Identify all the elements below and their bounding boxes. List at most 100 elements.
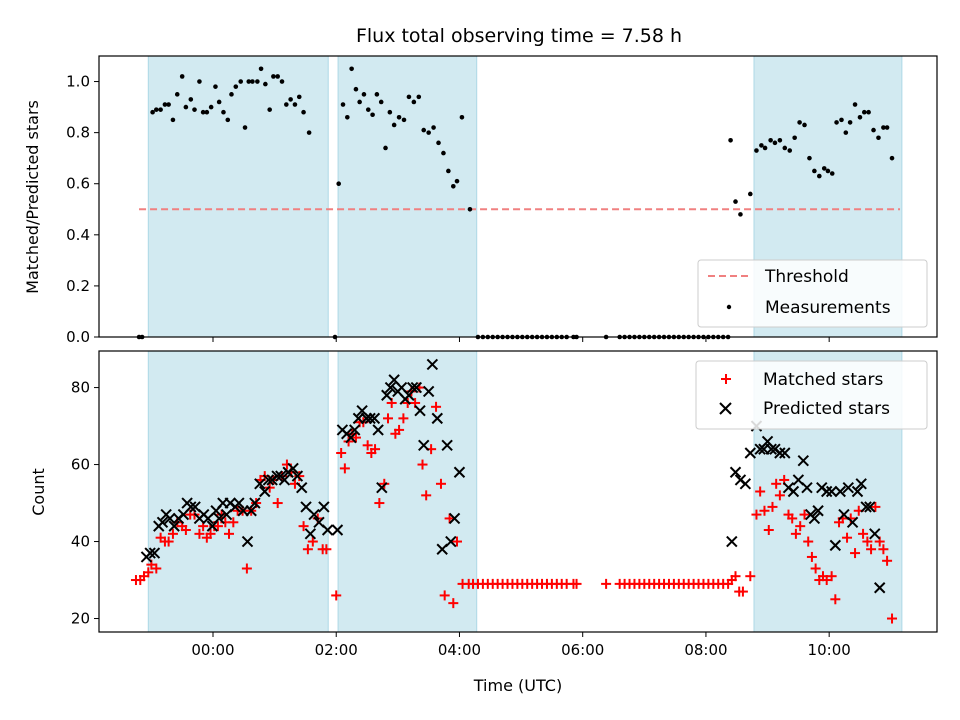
measurement-point	[229, 92, 234, 97]
matched-star-point	[370, 444, 381, 455]
predicted-star-point	[368, 412, 381, 425]
ratio-panel: 0.0 0.2 0.4 0.6 0.8 1.0 Matched/Predicted sta…	[23, 55, 938, 346]
matched-star-point	[790, 528, 801, 539]
measurement-point	[183, 104, 189, 110]
x-tick-label: 02:00	[315, 641, 358, 659]
measurement-point	[416, 94, 422, 100]
measurement-point	[179, 74, 185, 79]
matched-star-point	[307, 536, 318, 547]
matched-star-point	[321, 544, 332, 555]
measurement-point	[889, 155, 895, 161]
measurement-point	[279, 79, 285, 84]
matched-star-point	[759, 505, 770, 516]
matched-star-point	[737, 586, 748, 597]
predicted-star-point	[825, 485, 838, 498]
matched-star-point	[887, 613, 898, 624]
matched-star-point	[444, 513, 455, 524]
matched-star-point	[180, 524, 191, 535]
matched-star-point	[431, 401, 442, 412]
measurement-point	[768, 138, 773, 143]
matched-star-point	[224, 528, 235, 539]
measurement-point	[221, 109, 226, 115]
matched-star-point	[451, 536, 462, 547]
predicted-star-point	[842, 481, 854, 494]
matched-star-point	[272, 498, 283, 509]
matched-star-point	[882, 555, 893, 566]
measurement-point	[216, 99, 222, 105]
matched-star-point	[601, 578, 612, 589]
predicted-star-point	[834, 485, 846, 498]
measurement-point	[306, 130, 312, 135]
matched-star-point	[374, 498, 385, 509]
measurement-point	[821, 166, 827, 171]
measurement-point	[267, 107, 272, 112]
measurement-point	[843, 130, 849, 135]
count-points	[130, 358, 898, 624]
ratio-y-axis-label: Matched/Predicted stars	[23, 100, 42, 294]
matched-star-point	[826, 571, 837, 582]
matched-star-point	[745, 571, 756, 582]
measurement-point	[345, 115, 350, 120]
predicted-star-point	[448, 512, 461, 525]
measurement-point	[839, 117, 844, 123]
matched-star-point	[850, 548, 861, 559]
measurement-point	[881, 125, 886, 130]
predicted-star-point	[431, 412, 443, 425]
matched-star-point	[774, 490, 785, 501]
measurement-point	[242, 125, 248, 130]
measurement-point	[797, 120, 802, 125]
measurement-point	[284, 102, 289, 107]
matched-star-point	[212, 521, 223, 532]
predicted-star-point	[453, 466, 466, 478]
x-tick-label: 10:00	[808, 641, 851, 659]
plot-frame	[98, 350, 938, 633]
matched-star-point	[755, 486, 766, 497]
measurement-point	[250, 79, 255, 84]
predicted-star-point	[249, 497, 261, 509]
predicted-star-point	[829, 539, 842, 552]
predicted-star-point	[345, 431, 357, 444]
measurement-point	[777, 138, 783, 143]
measurement-point	[166, 102, 171, 107]
predicted-star-point	[376, 481, 388, 494]
matched-star-point	[350, 432, 361, 443]
x-tick-label: 04:00	[438, 641, 481, 659]
predicted-star-point	[245, 505, 257, 517]
predicted-star-point	[287, 462, 299, 475]
chart-title: Flux total observing time = 7.58 h	[356, 25, 682, 47]
y-tick-label: 0.4	[66, 226, 90, 244]
measurement-point	[213, 84, 218, 89]
measurement-point	[852, 102, 858, 107]
predicted-star-point	[445, 535, 457, 548]
predicted-star-point	[406, 381, 419, 394]
legend-matched-swatch	[721, 374, 731, 384]
matched-star-point	[417, 459, 428, 470]
measurement-point	[158, 107, 163, 112]
count-panel: 00:00 02:00 04:00 06:00 08:00 10:00 20 40 60 80 C…	[29, 350, 938, 659]
measurement-point	[441, 150, 446, 156]
predicted-star-point	[372, 424, 384, 436]
measurement-point	[431, 125, 436, 130]
measurement-point	[421, 127, 427, 133]
measurement-point	[782, 145, 788, 151]
legend-threshold-label: Threshold	[764, 267, 849, 287]
predicted-star-point	[779, 447, 791, 459]
predicted-star-point	[308, 508, 320, 521]
measurement-point	[263, 81, 268, 87]
y-tick-label: 20	[71, 610, 90, 628]
measurement-point	[336, 181, 341, 187]
measurement-point	[378, 99, 384, 105]
measurement-point	[357, 99, 362, 105]
predicted-star-point	[820, 485, 833, 498]
measurement-point	[188, 97, 194, 102]
measurement-point	[884, 125, 890, 130]
measurement-point	[258, 66, 264, 72]
legend-predicted-label: Predicted stars	[763, 399, 890, 419]
observing-window	[147, 55, 329, 338]
matched-star-point	[830, 594, 841, 605]
x-tick-label: 08:00	[684, 641, 727, 659]
measurement-point	[834, 120, 839, 125]
predicted-star-point	[441, 439, 453, 452]
matched-star-point	[795, 521, 806, 532]
measurement-point	[829, 171, 835, 176]
